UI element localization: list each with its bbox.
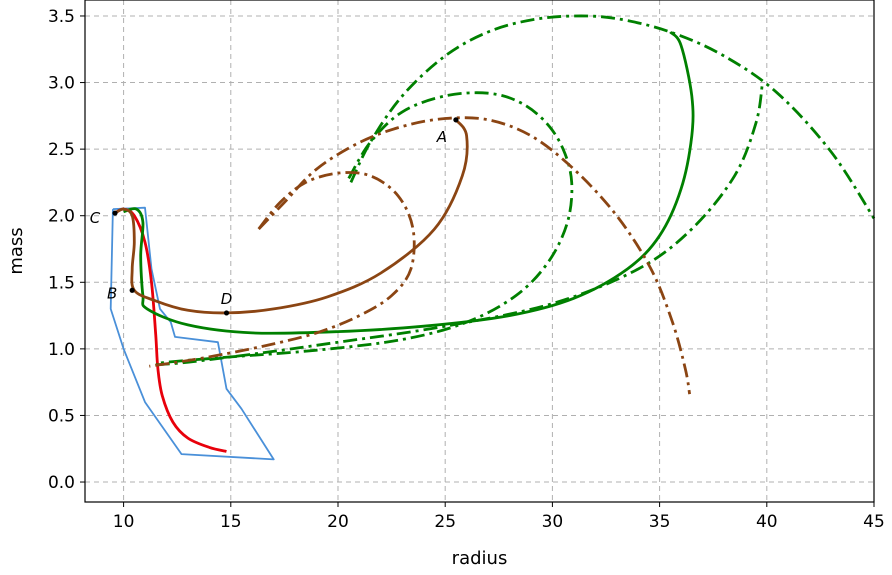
series-line-3: [123, 30, 695, 335]
annotation-point-a: [453, 117, 459, 123]
axis-ticks: 10 15 20 25 30 35 40 45 0.0 0.5 1.0 1.5 2.0 2.5 3.0 3.5: [48, 7, 885, 532]
y-tick-label: 1.5: [48, 273, 75, 293]
y-tick-label: 3.5: [48, 7, 75, 27]
annotation-label-b: B: [107, 284, 117, 302]
annotation-label-d: D: [221, 290, 233, 308]
series-group: [109, 14, 876, 461]
y-tick-label: 2.5: [48, 140, 75, 160]
y-tick-label: 0.0: [48, 473, 75, 493]
series-line-4: [114, 118, 469, 315]
series-line-2: [114, 207, 227, 453]
y-tick-label: 1.0: [48, 340, 75, 360]
y-tick-label: 0.5: [48, 406, 75, 426]
series-line-6: [349, 14, 876, 220]
annotation-point-d: [223, 310, 230, 316]
annotation-label-c: C: [90, 209, 101, 227]
x-tick-label: 15: [220, 512, 242, 532]
x-tick-label: 10: [113, 512, 135, 532]
x-tick-label: 35: [649, 512, 671, 532]
plot-area-frame: [84, 0, 875, 503]
x-tick-label: 30: [542, 512, 564, 532]
annotation-point-c: [112, 210, 118, 216]
annotation-label-a: A: [436, 128, 447, 146]
x-tick-label: 40: [756, 512, 778, 532]
series-line-7: [155, 91, 574, 367]
y-axis-label: mass: [6, 227, 27, 274]
annotation-points: A B C D: [90, 117, 459, 316]
series-line-9: [257, 116, 691, 395]
x-tick-label: 20: [327, 512, 349, 532]
series-line-1: [109, 206, 275, 461]
x-axis-label: radius: [452, 548, 508, 569]
y-tick-label: 2.0: [48, 207, 75, 227]
x-tick-label: 45: [863, 512, 885, 532]
annotation-point-b: [129, 287, 135, 293]
y-tick-label: 3.0: [48, 74, 75, 94]
series-line-8: [149, 171, 416, 368]
x-tick-label: 25: [434, 512, 456, 532]
